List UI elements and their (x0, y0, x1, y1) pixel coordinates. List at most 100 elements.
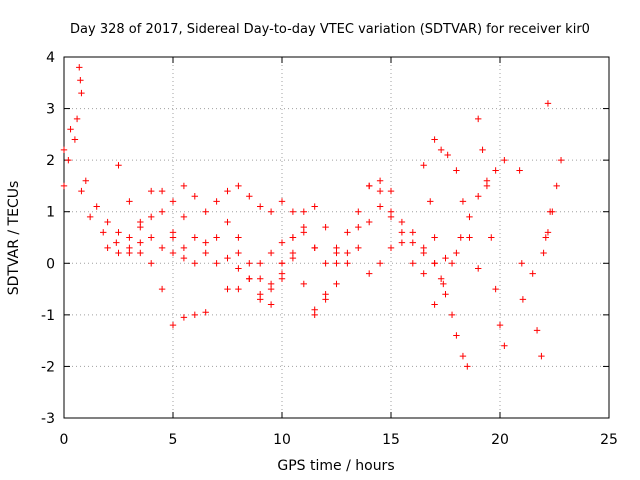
data-point (344, 249, 351, 257)
series-prn-d (115, 162, 198, 267)
data-point (431, 301, 438, 308)
y-tick-labels: -3 -2 -1 0 1 2 3 4 (41, 50, 55, 427)
data-point (549, 208, 556, 215)
data-point (398, 239, 406, 246)
data-point (137, 239, 144, 246)
data-point (387, 208, 395, 215)
data-point (376, 203, 384, 210)
data-point (246, 275, 253, 282)
data-point (60, 146, 68, 154)
data-point (398, 229, 406, 236)
data-point (475, 193, 482, 200)
y-tick-label: 4 (46, 50, 55, 66)
data-point (366, 270, 373, 277)
series-prn-h (169, 182, 242, 272)
data-point (224, 218, 231, 226)
data-point (542, 234, 549, 241)
y-tick-label: 2 (46, 153, 55, 169)
data-point (289, 234, 297, 241)
data-point (311, 244, 318, 252)
data-point (376, 187, 384, 195)
data-point (235, 265, 242, 272)
data-point (76, 64, 83, 71)
data-point (213, 260, 220, 267)
data-point (492, 285, 499, 293)
data-point (158, 187, 166, 195)
data-point (466, 213, 473, 221)
data-point (78, 187, 85, 195)
data-point (126, 249, 133, 257)
data-point (180, 244, 188, 252)
chart-title: Day 328 of 2017, Sidereal Day-to-day VTE… (70, 22, 590, 37)
y-tick-label: 0 (46, 256, 55, 272)
data-point (191, 260, 198, 267)
data-point (202, 208, 209, 215)
data-point (322, 223, 329, 231)
data-point (257, 203, 264, 210)
data-point (158, 244, 166, 252)
data-point (344, 260, 351, 267)
data-point (202, 309, 209, 316)
data-point (137, 249, 144, 257)
data-point (409, 260, 416, 267)
x-axis-label: GPS time / hours (277, 458, 394, 474)
data-point (115, 249, 122, 257)
data-point (409, 229, 416, 236)
x-tick-label: 0 (60, 432, 69, 448)
series-prn-z (544, 100, 552, 107)
data-point (235, 249, 242, 257)
data-point (557, 156, 565, 164)
data-point (420, 162, 427, 169)
data-point (431, 234, 438, 241)
data-point (311, 203, 318, 210)
data-point (77, 77, 84, 84)
x-tick-label: 10 (273, 432, 291, 448)
y-tick-label: -1 (41, 308, 55, 324)
data-point (501, 342, 508, 349)
data-point (387, 187, 395, 195)
data-point (93, 203, 100, 210)
data-point (466, 234, 473, 241)
data-point (257, 275, 264, 282)
series-prn-e (104, 187, 188, 257)
data-point (180, 213, 188, 221)
data-point (169, 249, 177, 257)
data-point (224, 187, 231, 195)
series-prn-p (333, 182, 427, 277)
data-point (488, 234, 495, 241)
data-point (516, 167, 523, 174)
data-point (355, 223, 362, 231)
data-point (267, 280, 275, 288)
series-prn-f (158, 285, 209, 329)
data-point (519, 296, 527, 303)
data-point (453, 332, 460, 339)
data-point (366, 182, 373, 190)
data-point (213, 198, 220, 205)
data-point (137, 218, 144, 226)
data-point (355, 244, 362, 252)
data-point (448, 260, 456, 267)
data-point (100, 229, 107, 236)
data-point (78, 89, 85, 97)
data-point (427, 198, 434, 205)
series-prn-b (60, 136, 133, 257)
data-point (398, 218, 406, 226)
data-point (311, 311, 318, 319)
series-prn-k (224, 182, 318, 252)
data-point (148, 213, 155, 221)
data-point (169, 234, 177, 241)
data-point (475, 115, 482, 123)
data-point (148, 234, 155, 241)
data-point (191, 311, 198, 319)
y-tick-label: 3 (46, 102, 55, 118)
data-point (148, 187, 155, 195)
data-point (246, 260, 253, 267)
data-point (213, 234, 220, 241)
data-point (257, 260, 264, 267)
x-tick-labels: 0 5 10 15 20 25 (60, 432, 618, 448)
data-point (300, 208, 307, 215)
data-point (376, 260, 384, 267)
series-prn-u (431, 156, 508, 308)
data-point (322, 260, 329, 267)
